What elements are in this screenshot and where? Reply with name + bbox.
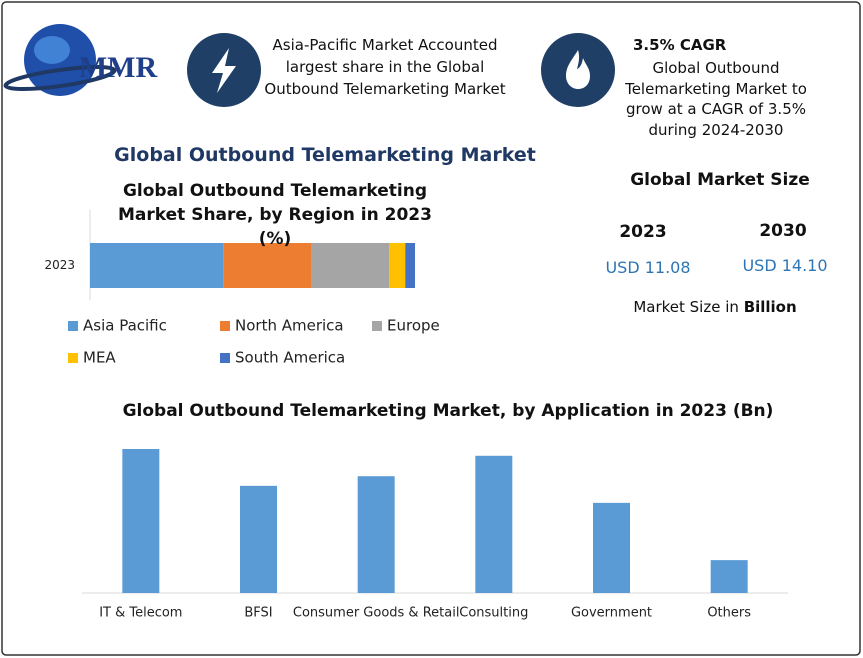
legend-swatch (68, 321, 78, 331)
legend-label: Europe (387, 317, 440, 335)
legend-label: North America (235, 317, 344, 335)
market-note: Market Size in Billion (600, 298, 830, 316)
bolt (212, 48, 236, 93)
year: 2030 (759, 221, 807, 241)
unit: Billion (743, 298, 797, 316)
highlight-title: 3.5% CAGR (633, 36, 727, 54)
chart-title: Global Outbound Telemarketing Market Sha… (118, 181, 432, 249)
bar-segment (90, 243, 224, 288)
bar-segment (405, 243, 415, 288)
note: Market Size in (633, 298, 739, 316)
legend-label: South America (235, 349, 345, 367)
legend-swatch (220, 321, 230, 331)
highlight-text: Asia-Pacific Market Accounted largest sh… (264, 36, 506, 98)
logo-globe (3, 24, 117, 96)
legend-swatch (220, 353, 230, 363)
bar-segment (389, 243, 406, 288)
bar-segment (311, 243, 389, 288)
bar-segment (223, 243, 311, 288)
market-value: USD 14.10 (742, 256, 828, 275)
main-title: Global Outbound Telemarketing Market (114, 144, 536, 166)
bar (710, 560, 748, 593)
bar (240, 485, 277, 593)
y-tick-label: 2023 (44, 258, 75, 272)
x-tick-label: Consulting (459, 606, 528, 621)
legend-label: Asia Pacific (83, 317, 167, 335)
x-tick-label: IT & Telecom (99, 606, 182, 621)
market-size-title: Global Market Size (630, 170, 810, 190)
chart-title: Global Outbound Telemarketing Market, by… (122, 401, 774, 421)
logo-text: MMR (79, 51, 158, 84)
x-tick-label: Consumer Goods & Retail (293, 606, 460, 621)
bar (475, 455, 513, 593)
x-tick-label: Others (707, 606, 751, 621)
x-tick-label: BFSI (244, 606, 272, 621)
x-tick-label: Government (571, 606, 652, 621)
year: 2023 (619, 222, 667, 242)
legend-swatch (372, 321, 382, 331)
market-value: USD 11.08 (605, 258, 691, 277)
bar (593, 502, 630, 593)
highlight-text: Global Outbound Telemarketing Market to … (625, 59, 807, 139)
bar (357, 476, 395, 593)
legend-swatch (68, 353, 78, 363)
bar (122, 449, 160, 593)
flame (566, 50, 590, 89)
legend-label: MEA (83, 349, 116, 367)
